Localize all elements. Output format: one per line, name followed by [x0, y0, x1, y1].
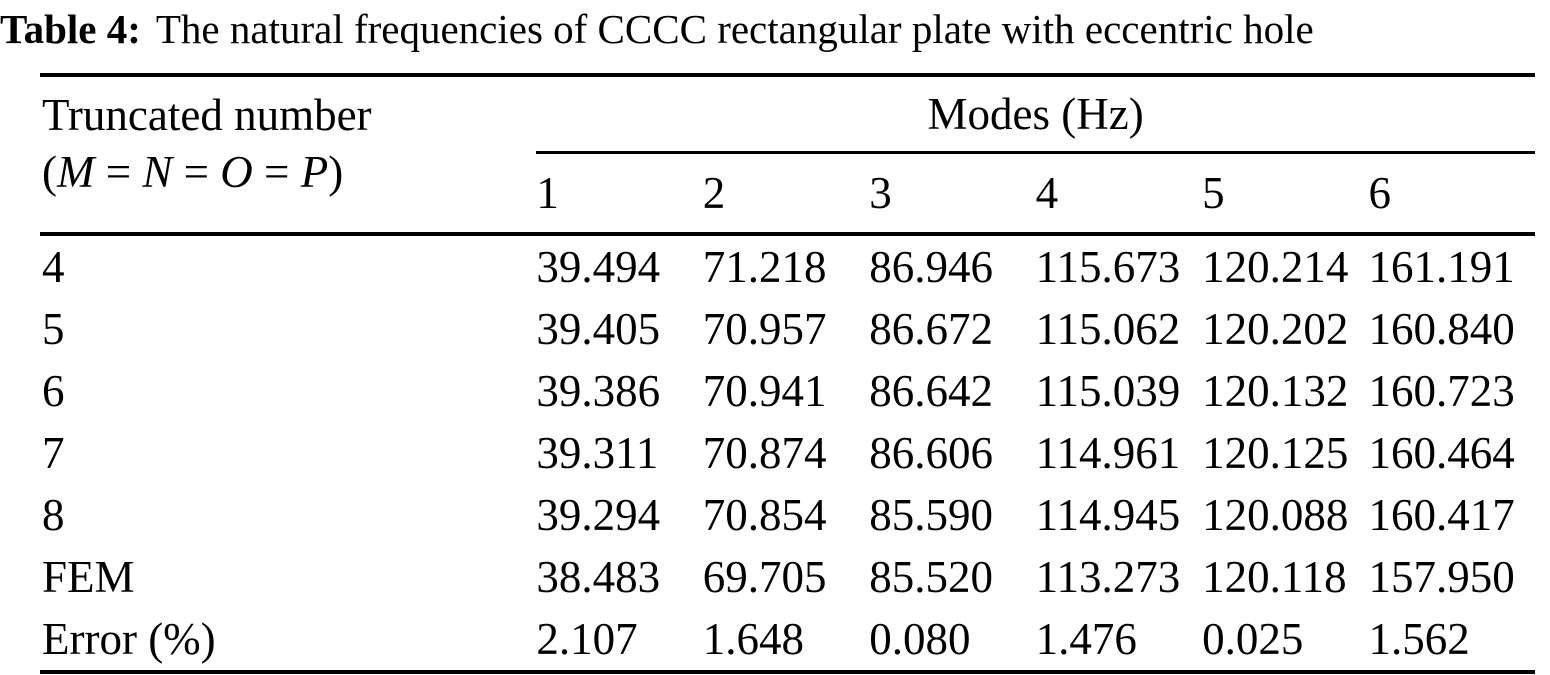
- mode-column-header: 2: [702, 152, 870, 236]
- value-cell: 1.648: [702, 614, 804, 664]
- table-caption: Table 4: The natural frequencies of CCCC …: [0, 1, 1314, 57]
- value-cell: 161.191: [1368, 242, 1515, 292]
- value-cell: 38.483: [536, 552, 661, 602]
- table-caption-text: The natural frequencies of CCCC rectangu…: [155, 6, 1314, 52]
- table-header: Truncated number (M = N = O = P) Modes (…: [40, 75, 1535, 236]
- header-row-mode-numbers: 1 2 3 4 5 6: [40, 152, 1535, 236]
- header-row-top: Truncated number (M = N = O = P) Modes (…: [40, 75, 1535, 236]
- stub-header-line1: Truncated number: [42, 90, 372, 140]
- value-cell: 0.025: [1202, 614, 1304, 664]
- mode-column-header: 4: [1035, 152, 1203, 236]
- value-cell: 39.294: [536, 490, 661, 540]
- value-cell: 160.464: [1368, 428, 1515, 478]
- value-cell: 113.273: [1035, 552, 1181, 602]
- row-label: 4: [42, 242, 65, 292]
- row-label: Error (%): [42, 614, 216, 664]
- value-cell: 1.562: [1368, 614, 1470, 664]
- table-row: 5 39.405 70.957 86.672 115.062 120.202 160.84…: [40, 298, 1535, 360]
- table-row: Error (%) 2.107 1.648 0.080 1.476 0.025 1.562: [40, 608, 1535, 672]
- stub-header-cell: Truncated number (M = N = O = P): [40, 75, 537, 236]
- modes-header-cell: Modes (Hz): [536, 75, 1535, 154]
- row-label: FEM: [42, 552, 135, 602]
- value-cell: 120.118: [1202, 552, 1347, 602]
- table-row: 6 39.386 70.941 86.642 115.039 120.132 160.72…: [40, 360, 1535, 422]
- table-caption-label: Table 4:: [0, 6, 141, 52]
- value-cell: 160.417: [1368, 490, 1515, 540]
- value-cell: 160.840: [1368, 304, 1515, 354]
- value-cell: 115.039: [1035, 366, 1181, 416]
- value-cell: 70.957: [702, 304, 827, 354]
- value-cell: 1.476: [1035, 614, 1137, 664]
- value-cell: 39.311: [536, 428, 659, 478]
- value-cell: 70.941: [702, 366, 827, 416]
- value-cell: 39.405: [536, 304, 661, 354]
- natural-frequencies-table: Truncated number (M = N = O = P) Modes (…: [40, 73, 1535, 674]
- value-cell: 115.062: [1035, 304, 1181, 354]
- row-label: 6: [42, 366, 65, 416]
- mode-column-header: 5: [1202, 152, 1369, 236]
- row-label: 8: [42, 490, 65, 540]
- table-row: FEM 38.483 69.705 85.520 113.273 120.118 157.…: [40, 546, 1535, 608]
- value-cell: 0.080: [869, 614, 971, 664]
- value-cell: 85.520: [869, 552, 993, 602]
- value-cell: 86.642: [869, 366, 993, 416]
- value-cell: 120.214: [1202, 242, 1349, 292]
- mode-column-header: 6: [1368, 152, 1535, 236]
- table-row: 7 39.311 70.874 86.606 114.961 120.125 160.46…: [40, 422, 1535, 484]
- value-cell: 86.606: [869, 428, 993, 478]
- value-cell: 70.874: [702, 428, 827, 478]
- row-label: 5: [42, 304, 65, 354]
- row-label: 7: [42, 428, 65, 478]
- value-cell: 39.494: [536, 242, 661, 292]
- stub-header-line2: (M = N = O = P): [42, 147, 344, 197]
- value-cell: 160.723: [1368, 366, 1515, 416]
- value-cell: 120.125: [1202, 428, 1349, 478]
- value-cell: 2.107: [536, 614, 638, 664]
- value-cell: 86.672: [869, 304, 993, 354]
- value-cell: 114.945: [1035, 490, 1181, 540]
- value-cell: 120.202: [1202, 304, 1349, 354]
- table-row: 8 39.294 70.854 85.590 114.945 120.088 160.41…: [40, 484, 1535, 546]
- value-cell: 70.854: [702, 490, 827, 540]
- value-cell: 115.673: [1035, 242, 1181, 292]
- value-cell: 120.088: [1202, 490, 1349, 540]
- value-cell: 157.950: [1368, 552, 1515, 602]
- value-cell: 114.961: [1035, 428, 1181, 478]
- value-cell: 120.132: [1202, 366, 1349, 416]
- mode-column-header: 1: [536, 152, 703, 236]
- value-cell: 86.946: [869, 242, 993, 292]
- mode-column-header: 3: [869, 152, 1036, 236]
- table-row: 4 39.494 71.218 86.946 115.673 120.214 161.19…: [40, 234, 1535, 298]
- value-cell: 71.218: [702, 242, 827, 292]
- value-cell: 69.705: [702, 552, 827, 602]
- table-body: 4 39.494 71.218 86.946 115.673 120.214 161.19…: [40, 234, 1535, 672]
- value-cell: 39.386: [536, 366, 661, 416]
- value-cell: 85.590: [869, 490, 993, 540]
